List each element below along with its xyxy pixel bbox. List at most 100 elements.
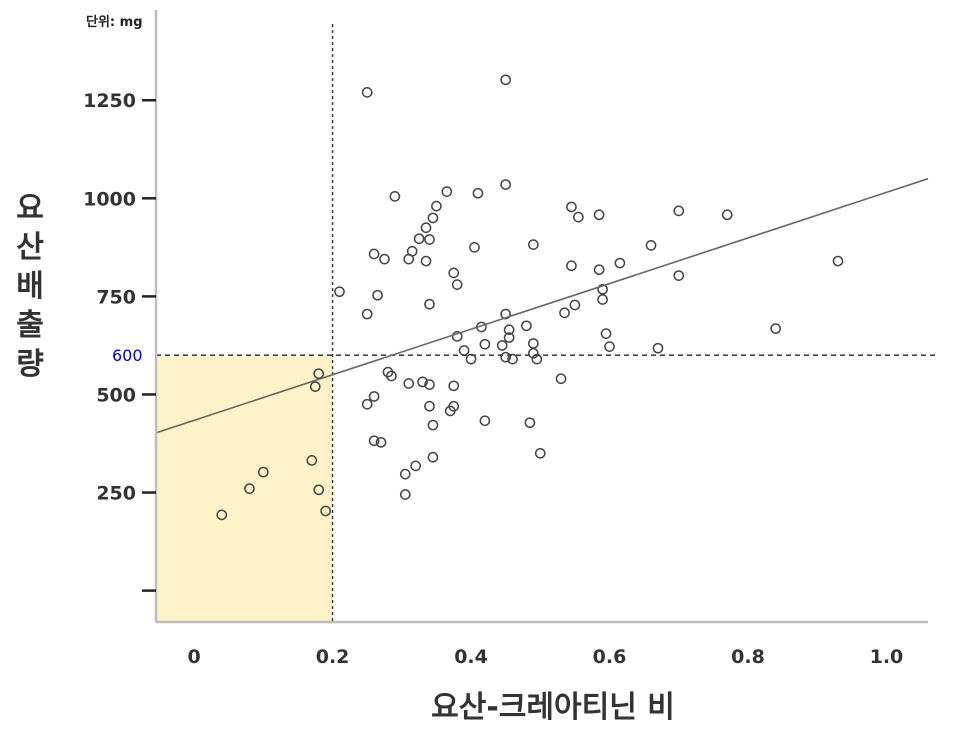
data-point <box>361 398 373 410</box>
x-tick-label: 0.4 <box>454 646 488 668</box>
data-point <box>527 338 539 349</box>
y-axis-title-char: 요 <box>16 191 44 226</box>
data-point <box>645 240 657 251</box>
data-point <box>527 347 539 359</box>
data-point <box>424 234 435 245</box>
data-point <box>500 308 512 320</box>
data-point <box>614 257 626 269</box>
data-point <box>566 260 577 272</box>
data-point <box>420 222 432 234</box>
data-point <box>569 299 581 311</box>
data-point <box>313 484 325 496</box>
data-point <box>361 308 373 320</box>
data-point <box>417 376 428 388</box>
data-point <box>320 505 331 517</box>
data-point <box>372 289 383 301</box>
data-point <box>244 483 255 494</box>
data-point <box>500 179 512 190</box>
data-point <box>500 351 512 363</box>
regression-line <box>155 177 929 434</box>
data-point <box>386 370 397 382</box>
x-tick-label: 0.8 <box>731 646 765 668</box>
data-point <box>503 324 515 336</box>
data-point <box>593 264 605 276</box>
y-tick-label: 750 <box>96 286 136 308</box>
data-point <box>832 255 844 267</box>
data-point <box>413 233 425 245</box>
data-point <box>257 466 269 478</box>
x-tick-label: 0.6 <box>593 646 627 668</box>
data-point <box>368 435 380 447</box>
data-point <box>652 342 664 354</box>
data-point <box>379 253 390 265</box>
data-point <box>566 201 577 213</box>
x-tick-label: 0.2 <box>316 646 350 668</box>
data-point <box>403 378 415 389</box>
data-point <box>448 400 460 412</box>
data-point <box>375 436 387 448</box>
data-point <box>309 381 321 392</box>
data-point <box>770 323 782 334</box>
y-axis-title-char: 배 <box>16 269 44 304</box>
data-point <box>465 353 477 365</box>
data-point <box>399 468 411 480</box>
data-point <box>451 279 463 290</box>
y-tick-label: 1250 <box>83 90 136 112</box>
data-point <box>673 270 685 281</box>
data-point <box>531 353 543 365</box>
data-point <box>500 74 512 86</box>
unit-label: 단위: mg <box>86 14 143 30</box>
data-point <box>389 190 401 202</box>
data-point <box>410 460 421 472</box>
x-axis-title: 요산-크레아티닌 비 <box>431 690 675 725</box>
x-tick-label: 0 <box>187 646 200 668</box>
data-point <box>597 294 608 305</box>
data-point <box>469 241 480 253</box>
data-point <box>368 391 380 402</box>
data-point <box>306 455 318 466</box>
data-point <box>406 245 418 257</box>
data-point <box>424 298 435 310</box>
data-point <box>593 209 605 221</box>
data-point <box>361 87 373 98</box>
data-point <box>600 328 612 340</box>
data-point <box>427 451 439 463</box>
y-tick-label: 250 <box>96 483 136 505</box>
data-point <box>479 415 491 427</box>
data-point <box>458 345 470 356</box>
data-point <box>673 205 685 217</box>
reference-line-y-label: 600 <box>112 346 143 365</box>
data-point <box>507 353 518 365</box>
data-point <box>334 286 345 298</box>
data-point <box>479 338 491 350</box>
data-point <box>572 211 584 223</box>
data-point <box>521 320 532 332</box>
data-point <box>427 419 439 431</box>
data-point <box>427 212 439 224</box>
data-point <box>524 417 536 429</box>
y-tick-label: 500 <box>96 384 136 406</box>
data-point <box>559 307 570 319</box>
data-point <box>216 509 228 521</box>
data-point <box>313 368 325 380</box>
data-point <box>527 239 539 250</box>
data-point <box>721 209 733 221</box>
data-point <box>441 186 453 197</box>
data-point <box>451 331 463 342</box>
data-point <box>496 340 508 351</box>
data-point <box>503 332 515 343</box>
x-tick-label: 1.0 <box>870 646 904 668</box>
data-point <box>431 200 442 212</box>
data-point <box>399 489 411 500</box>
data-point <box>368 248 380 260</box>
y-axis-title-char: 산 <box>16 230 44 265</box>
y-axis-title-char: 량 <box>16 347 44 382</box>
data-point <box>448 267 460 279</box>
data-point <box>555 373 567 385</box>
data-point <box>420 255 432 267</box>
data-point <box>604 341 615 352</box>
data-point <box>448 380 460 392</box>
data-point <box>424 400 435 412</box>
